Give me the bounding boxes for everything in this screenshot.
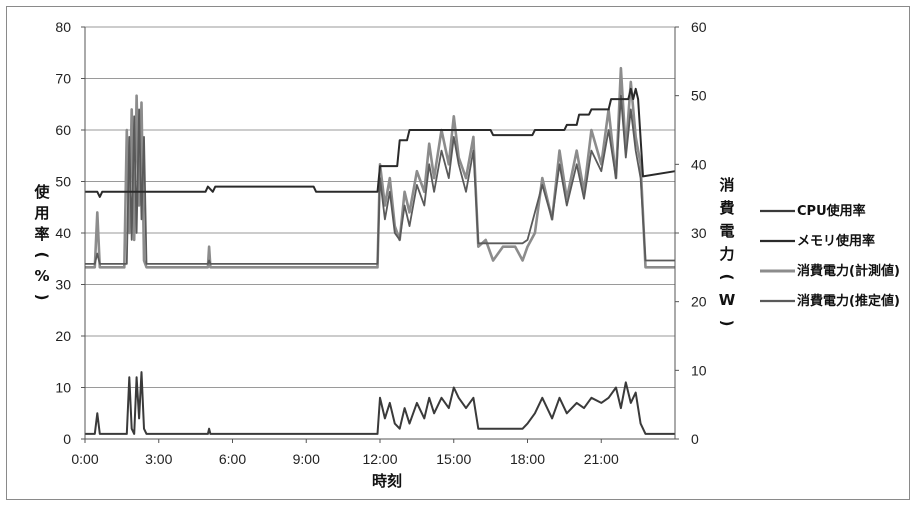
y-right-label-char: W (719, 291, 736, 309)
x-tick-label: 3:00 (145, 451, 172, 467)
y-right-label-char: 力 (719, 245, 734, 263)
x-tick-label: 18:00 (510, 451, 545, 467)
y-left-label-char: 用 (34, 204, 49, 222)
y-right-tick-label: 0 (691, 431, 699, 447)
legend-item-measured: 消費電力(計測値) (760, 263, 900, 279)
x-tick-label: 12:00 (362, 451, 397, 467)
y-right-tick-label: 50 (691, 88, 707, 104)
y-left-tick-labels: 0 10 20 30 40 50 60 70 80 (55, 19, 85, 447)
x-axis-label: 時刻 (372, 472, 402, 490)
legend-item-cpu: CPU使用率 (760, 203, 866, 219)
y-right-label-char: 費 (719, 199, 734, 217)
y-left-tick-label: 50 (55, 174, 71, 190)
y-left-tick-label: 70 (55, 71, 71, 87)
chart-frame (6, 6, 910, 500)
y-left-tick-label: 60 (55, 122, 71, 138)
series-line-cpu (85, 371, 675, 435)
y-left-label-char: ) (33, 294, 51, 301)
y-left-tick-label: 10 (55, 380, 71, 396)
x-tick-label: 21:00 (584, 451, 619, 467)
y-left-tick-label: 30 (55, 277, 71, 293)
legend-label: 消費電力(計測値) (797, 263, 900, 279)
series-line-memory (85, 87, 676, 198)
y-right-label-char: ( (718, 274, 736, 281)
legend-item-memory: メモリ使用率 (760, 233, 875, 249)
gridlines (85, 26, 675, 440)
legend-label: メモリ使用率 (797, 233, 875, 249)
series-line-estimated (85, 94, 675, 265)
y-right-label-char: 消 (719, 176, 734, 194)
y-right-tick-label: 60 (691, 19, 707, 35)
y-right-tick-labels: 0 10 20 30 40 50 60 (675, 19, 707, 447)
y-left-label-char: 率 (34, 225, 49, 243)
legend-item-estimated: 消費電力(推定値) (760, 293, 900, 309)
legend-label: 消費電力(推定値) (797, 293, 900, 309)
y-right-tick-label: 20 (691, 294, 707, 310)
x-tick-label: 0:00 (71, 451, 98, 467)
y-left-label-char: 使 (33, 183, 50, 201)
x-tick-label: 9:00 (293, 451, 320, 467)
y-left-tick-label: 0 (63, 431, 71, 447)
series-line-measured (85, 66, 675, 269)
y-left-axis-label: 使用率 (%) (33, 183, 51, 300)
y-left-label-char: % (34, 267, 49, 285)
x-tick-label: 6:00 (219, 451, 246, 467)
y-left-label-char: ( (33, 252, 51, 259)
legend-label: CPU使用率 (797, 203, 866, 219)
y-right-tick-label: 40 (691, 156, 707, 172)
y-right-tick-label: 30 (691, 225, 707, 241)
y-left-tick-label: 80 (55, 19, 71, 35)
y-left-tick-label: 20 (55, 328, 71, 344)
y-right-tick-label: 10 (691, 362, 707, 378)
x-tick-labels: 0:00 3:00 6:00 9:00 12:00 15:00 18:00 21:00 (71, 439, 619, 467)
y-right-label-char: 電 (719, 222, 734, 240)
x-tick-label: 15:00 (436, 451, 471, 467)
series-lines (85, 66, 676, 435)
y-right-axis-label: 消費電力 ( W) (718, 176, 736, 326)
y-left-tick-label: 40 (55, 225, 71, 241)
y-right-label-char: ) (718, 320, 736, 327)
